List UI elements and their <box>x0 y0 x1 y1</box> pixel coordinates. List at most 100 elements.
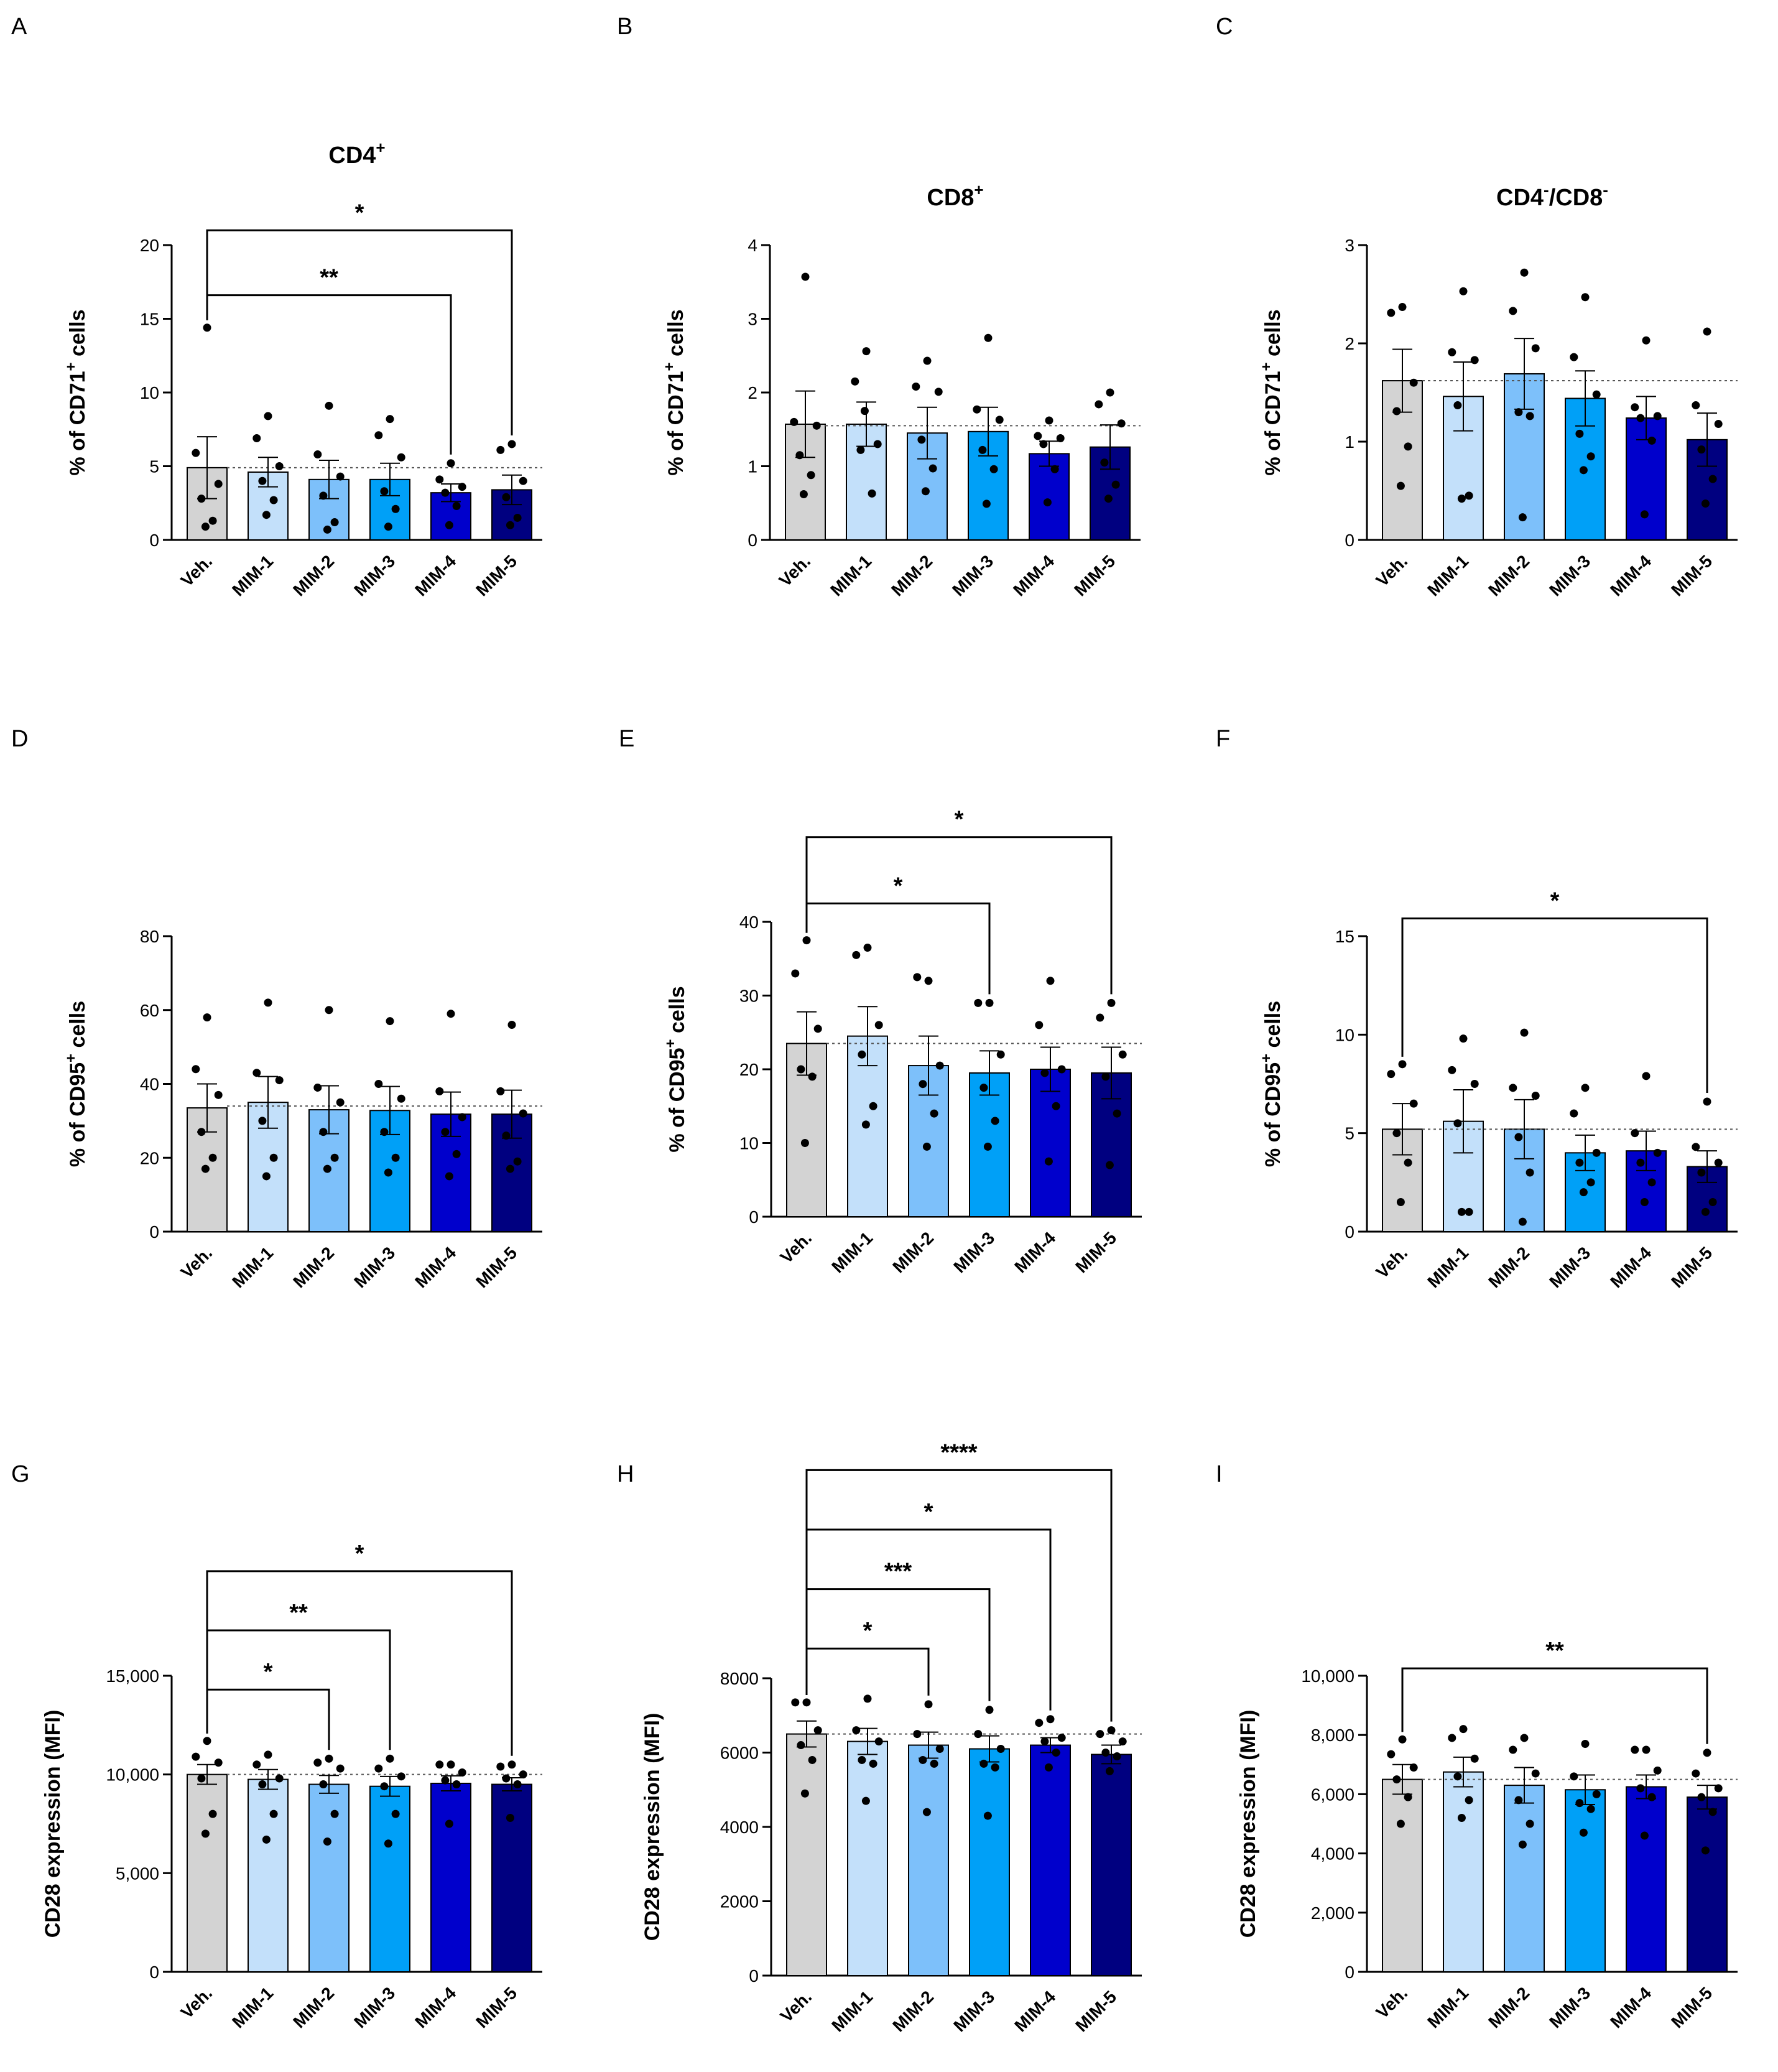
data-point <box>1100 458 1109 467</box>
error-bar <box>1453 1089 1473 1154</box>
ylabel-text: CD28 expression (MFI) <box>41 1710 65 1938</box>
data-point <box>519 476 527 485</box>
x-category-label: MIM-2 <box>1484 1983 1533 2032</box>
data-point <box>1453 1119 1462 1128</box>
data-point <box>507 440 516 448</box>
y-tick-label: 8,000 <box>1311 1726 1354 1745</box>
data-point <box>852 950 861 959</box>
y-tick-label: 2,000 <box>1311 1903 1354 1923</box>
data-point <box>1570 1109 1578 1118</box>
data-point <box>1106 388 1114 397</box>
data-point <box>996 1745 1005 1754</box>
data-point <box>1708 1198 1717 1206</box>
y-tick-label: 6,000 <box>1311 1785 1354 1804</box>
data-point <box>391 504 400 513</box>
x-category-label: MIM-4 <box>1606 1243 1655 1291</box>
data-point <box>800 1139 809 1147</box>
data-point <box>813 1726 822 1735</box>
data-point <box>1640 510 1649 519</box>
data-point <box>1701 499 1710 508</box>
x-category-label: MIM-4 <box>1011 1228 1059 1276</box>
data-point <box>397 1094 405 1103</box>
data-point <box>978 445 987 454</box>
bar <box>1029 453 1070 541</box>
y-tick-label: 0 <box>149 531 159 550</box>
data-point <box>380 1128 389 1136</box>
data-point <box>861 1796 870 1805</box>
x-category-label: MIM-5 <box>472 1243 521 1291</box>
data-point <box>384 1168 392 1177</box>
x-category-label: MIM-3 <box>950 1987 998 2035</box>
data-point <box>496 1087 505 1095</box>
data-point <box>458 1768 466 1777</box>
ylabel-text: % of CD95 <box>66 1062 90 1167</box>
data-point <box>323 1837 331 1846</box>
data-point <box>1052 1749 1060 1757</box>
data-point <box>1040 1737 1049 1746</box>
data-point <box>319 1780 328 1789</box>
x-category-label: MIM-1 <box>828 1228 876 1276</box>
data-point <box>1592 390 1601 399</box>
data-point <box>808 1755 817 1764</box>
data-point <box>1409 378 1418 387</box>
data-point <box>264 412 272 420</box>
panel-d: D % of CD95+ cells 0 20 40 60 80 Veh. MIM-1 MIM-2… <box>11 726 542 1291</box>
data-point <box>330 1810 339 1818</box>
data-point <box>851 377 859 386</box>
chart-title: CD4+ <box>328 138 385 169</box>
data-point <box>441 1128 450 1136</box>
data-point <box>496 1762 505 1771</box>
data-point <box>930 1759 938 1768</box>
data-point <box>1570 1772 1578 1781</box>
bracket-line <box>805 902 991 995</box>
data-point <box>319 491 328 500</box>
data-point <box>1570 353 1578 361</box>
x-category-label: Veh. <box>177 551 216 590</box>
data-point <box>269 1810 278 1818</box>
error-bar <box>1514 1099 1534 1159</box>
y-tick-label: 10,000 <box>106 1765 159 1785</box>
data-point <box>985 998 994 1007</box>
data-point <box>1640 1831 1649 1840</box>
data-point <box>924 977 933 985</box>
x-category-label: MIM-3 <box>948 551 997 600</box>
x-category-label: MIM-5 <box>1667 1983 1716 2032</box>
data-point <box>935 1745 944 1754</box>
bar <box>786 1733 827 1976</box>
data-point <box>447 1760 455 1769</box>
data-point <box>506 521 514 529</box>
error-bar <box>1575 370 1595 427</box>
data-point <box>1518 513 1527 522</box>
x-category-label: MIM-5 <box>1072 1987 1120 2035</box>
significance-bracket: ** <box>206 1600 391 1750</box>
title-text: CD4 <box>1496 185 1544 211</box>
data-point <box>1636 1784 1645 1793</box>
y-axis-label: % of CD95+ cells <box>1258 1001 1285 1167</box>
y-axis-label: % of CD71+ cells <box>63 309 90 475</box>
data-point <box>1647 1178 1656 1187</box>
x-category-label: MIM-4 <box>411 551 460 600</box>
bar <box>1382 1778 1423 1973</box>
data-point <box>991 1117 999 1125</box>
data-point <box>922 1142 931 1151</box>
data-point <box>1095 400 1103 409</box>
data-point <box>1509 307 1517 315</box>
data-point <box>258 1117 267 1125</box>
data-point <box>458 1113 466 1122</box>
data-point <box>275 1774 284 1783</box>
data-point <box>380 1782 389 1791</box>
x-category-label: MIM-2 <box>289 1243 338 1291</box>
data-point <box>1057 1065 1066 1074</box>
bar <box>430 1782 471 1973</box>
significance-bracket: ** <box>206 265 452 455</box>
data-point <box>203 1737 211 1745</box>
data-point <box>995 416 1004 424</box>
data-point <box>919 1755 927 1764</box>
data-point <box>1050 465 1059 473</box>
data-point <box>973 405 981 414</box>
data-point <box>1107 1726 1116 1735</box>
x-category-label: MIM-1 <box>1424 1243 1472 1291</box>
significance-bracket: *** <box>805 1559 991 1701</box>
error-bar <box>319 1775 339 1794</box>
